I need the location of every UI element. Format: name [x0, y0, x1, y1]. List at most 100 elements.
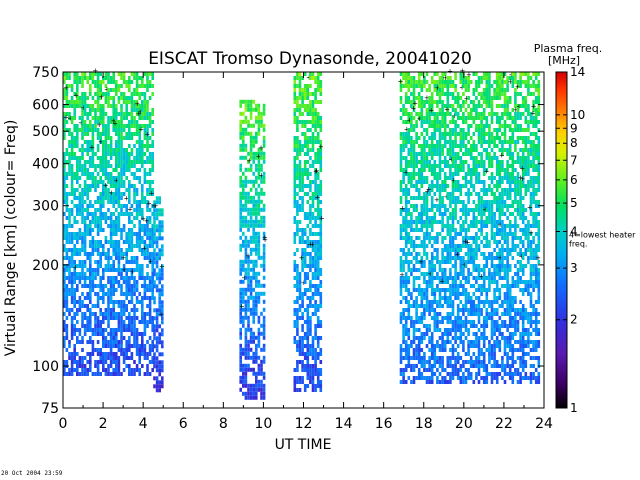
svg-text:+: +: [112, 119, 118, 127]
svg-text:+: +: [109, 189, 115, 197]
svg-text:+: +: [245, 252, 251, 260]
svg-text:+: +: [142, 244, 148, 252]
x-tick-label: 2: [99, 416, 108, 432]
svg-text:+: +: [314, 167, 320, 175]
svg-text:+: +: [121, 254, 127, 262]
colorbar-tick-label: 5: [570, 196, 578, 210]
svg-text:+: +: [103, 182, 109, 190]
colorbar-title: Plasma freq.: [534, 42, 603, 55]
y-tick-label: 200: [32, 258, 59, 274]
svg-text:+: +: [148, 258, 154, 266]
chart-title: EISCAT Tromso Dynasonde, 20041020: [148, 49, 472, 69]
x-tick-label: 16: [375, 416, 393, 432]
svg-text:+: +: [151, 202, 157, 210]
svg-text:+: +: [67, 115, 73, 123]
svg-text:+: +: [412, 100, 418, 108]
svg-text:+: +: [239, 302, 245, 310]
svg-text:+: +: [418, 258, 424, 266]
svg-text:+: +: [246, 157, 252, 165]
svg-text:+: +: [136, 110, 142, 118]
svg-text:+: +: [314, 194, 320, 202]
svg-text:+: +: [404, 125, 410, 133]
svg-text:+: +: [400, 204, 406, 212]
svg-text:+: +: [424, 94, 430, 102]
svg-text:+: +: [306, 74, 312, 82]
svg-text:+: +: [313, 168, 319, 176]
y-tick-label: 400: [32, 157, 59, 173]
svg-text:+: +: [407, 117, 413, 125]
svg-text:+: +: [397, 78, 403, 86]
colorbar-tick-label: 7: [570, 153, 578, 167]
svg-text:+: +: [435, 84, 441, 92]
svg-text:+: +: [459, 83, 465, 91]
svg-text:+: +: [262, 236, 268, 244]
svg-text:+: +: [310, 241, 316, 249]
svg-text:+: +: [482, 206, 488, 214]
svg-text:+: +: [258, 144, 264, 152]
colorbar-tick-label: 8: [570, 136, 578, 150]
svg-text:+: +: [444, 106, 450, 114]
svg-text:+: +: [465, 239, 471, 247]
svg-text:+: +: [417, 115, 423, 123]
y-tick-label: 600: [32, 98, 59, 114]
svg-text:+: +: [159, 263, 165, 271]
colorbar-tick-label: 3: [570, 261, 578, 275]
svg-text:+: +: [451, 177, 457, 185]
svg-text:+: +: [434, 196, 440, 204]
svg-text:+: +: [98, 93, 104, 101]
svg-text:+: +: [462, 237, 468, 245]
x-tick-label: 8: [219, 416, 228, 432]
svg-text:+: +: [262, 234, 268, 242]
svg-text:+: +: [92, 67, 98, 75]
colorbar-tick-label: 6: [570, 173, 578, 187]
svg-text:+: +: [410, 104, 416, 112]
svg-text:+: +: [451, 112, 457, 120]
timestamp: 20 Oct 2004 23:59: [1, 470, 63, 477]
svg-text:+: +: [80, 104, 86, 112]
x-tick-label: 0: [59, 416, 68, 432]
colorbar-tick-label: 10: [570, 108, 585, 122]
svg-text:+: +: [256, 152, 262, 160]
svg-text:+: +: [466, 71, 472, 79]
svg-text:+: +: [137, 108, 143, 116]
svg-text:+: +: [258, 172, 264, 180]
svg-text:+: +: [96, 121, 102, 129]
svg-text:+: +: [439, 277, 445, 285]
plot-frame: [62, 71, 545, 409]
colorbar-tick-label: 14: [570, 65, 585, 79]
svg-text:+: +: [113, 177, 119, 185]
svg-text:+: +: [73, 92, 79, 100]
colorbar-annotation: 4=lowest heater freq.: [569, 231, 636, 249]
svg-text:+: +: [134, 100, 140, 108]
svg-text:+: +: [318, 143, 324, 151]
x-tick-label: 10: [255, 416, 273, 432]
svg-text:+: +: [63, 114, 69, 122]
svg-text:+: +: [124, 195, 130, 203]
x-axis-label: UT TIME: [275, 437, 332, 453]
svg-text:+: +: [144, 131, 150, 139]
y-tick-label: 500: [32, 124, 59, 140]
colorbar-unit: [MHz]: [548, 54, 580, 67]
x-tick-label: 20: [455, 416, 473, 432]
heatmap-data: ++++++++++++++++++++++++++++++++++++++++…: [63, 67, 541, 400]
colorbar-tick-label: 4: [570, 224, 578, 238]
svg-text:+: +: [479, 273, 485, 281]
svg-text:+: +: [130, 268, 136, 276]
x-tick-label: 4: [139, 416, 148, 432]
y-tick-label: 100: [32, 359, 59, 375]
svg-text:+: +: [442, 74, 448, 82]
svg-text:+: +: [72, 264, 78, 272]
y-tick-label: 300: [32, 199, 59, 215]
x-tick-label: 12: [295, 416, 313, 432]
svg-text:+: +: [461, 261, 467, 269]
svg-text:+: +: [455, 251, 461, 259]
svg-text:+: +: [149, 190, 155, 198]
svg-text:+: +: [424, 187, 430, 195]
svg-text:+: +: [140, 215, 146, 223]
colorbar-tick-label: 2: [570, 313, 578, 327]
y-axis-label: Virtual Range [km] (colour= Freq): [3, 120, 19, 357]
colorbar-tick-label: 9: [570, 121, 578, 135]
colorbar: [555, 71, 568, 409]
y-tick-label: 75: [41, 401, 59, 417]
